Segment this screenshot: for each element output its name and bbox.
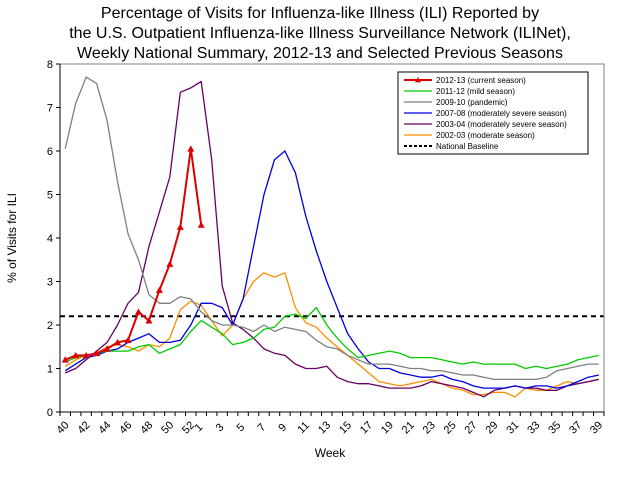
x-tick-label: 25 (442, 419, 459, 436)
y-tick-label: 7 (47, 103, 53, 115)
x-tick-label: 5 (235, 421, 248, 434)
legend-entry: 2011-12 (mild season) (436, 87, 515, 96)
data-point-2012-13 (103, 345, 111, 352)
x-tick-label: 21 (400, 419, 417, 436)
x-tick-label: 7 (255, 421, 268, 434)
data-point-2012-13 (176, 223, 184, 230)
series-line-2002-03 (64, 272, 599, 398)
x-tick-label: 1 (193, 421, 206, 434)
x-tick-label: 13 (316, 419, 333, 436)
y-tick-label: 3 (47, 277, 53, 289)
y-tick-label: 2 (47, 320, 53, 332)
y-tick-label: 6 (47, 146, 53, 158)
x-tick-label: 50 (159, 419, 176, 436)
x-tick-label: 35 (546, 419, 563, 436)
legend-entry: National Baseline (436, 142, 499, 151)
legend-entry: 2007-08 (moderately severe season) (436, 109, 567, 118)
y-tick-label: 4 (47, 233, 53, 245)
chart-title-line-2: the U.S. Outpatient Influenza-like Illne… (69, 25, 571, 42)
data-point-2012-13 (72, 351, 80, 359)
data-point-2012-13 (82, 351, 90, 359)
data-point-2012-13 (61, 356, 69, 363)
data-point-2012-13 (197, 221, 205, 228)
y-tick-label: 5 (47, 190, 53, 202)
x-axis-label: Week (314, 446, 346, 460)
data-point-2012-13 (93, 349, 101, 357)
legend-entry: 2003-04 (moderately severe season) (436, 120, 567, 129)
series-line-2011-12 (64, 306, 599, 370)
data-point-2012-13 (114, 338, 122, 346)
x-tick-label: 33 (525, 419, 542, 436)
x-tick-label: 39 (588, 419, 605, 436)
x-tick-label: 37 (567, 419, 584, 436)
data-point-2012-13 (166, 260, 174, 267)
data-point-2012-13 (124, 336, 132, 344)
chart-title: Percentage of Visits for Influenza-like … (0, 4, 640, 64)
chart-title-line-1: Percentage of Visits for Influenza-like … (100, 5, 540, 22)
series-line-2007-08 (64, 150, 599, 389)
plot-area (60, 76, 604, 398)
legend-entry: 2009-10 (pandemic) (436, 98, 508, 107)
x-tick-label: 17 (358, 419, 375, 436)
x-tick-label: 23 (421, 419, 438, 436)
data-point-2012-13 (155, 286, 163, 293)
legend-entry: 2002-03 (moderate season) (436, 131, 535, 140)
legend-entry: 2012-13 (current season) (436, 76, 526, 85)
x-tick-label: 40 (55, 419, 72, 436)
data-point-2012-13 (145, 317, 153, 324)
x-tick-label: 3 (214, 421, 227, 434)
series-line-2012-13 (64, 147, 203, 361)
x-tick-label: 15 (337, 419, 354, 436)
x-tick-label: 19 (379, 419, 396, 436)
y-tick-label: 1 (47, 364, 53, 376)
x-tick-label: 11 (295, 420, 312, 437)
y-tick-label: 8 (47, 59, 53, 71)
x-tick-label: 27 (463, 419, 480, 436)
x-tick-label: 48 (138, 419, 155, 436)
x-tick-label: 29 (483, 419, 500, 436)
legend: 2012-13 (current season) 2011-12 (mild se… (397, 71, 589, 155)
data-point-2012-13 (187, 145, 195, 152)
x-tick-label: 44 (96, 419, 113, 436)
legend-marker (415, 77, 421, 83)
series-line-2009-10 (64, 76, 599, 381)
data-point-2012-13 (134, 308, 142, 315)
x-tick-label: 46 (117, 419, 134, 436)
x-tick-label: 42 (75, 419, 92, 436)
x-tick-label: 31 (504, 419, 521, 436)
x-tick-label: 9 (276, 421, 289, 434)
y-tick-label: 0 (47, 407, 53, 419)
chart-title-line-3: Weekly National Summary, 2012-13 and Sel… (77, 45, 563, 62)
